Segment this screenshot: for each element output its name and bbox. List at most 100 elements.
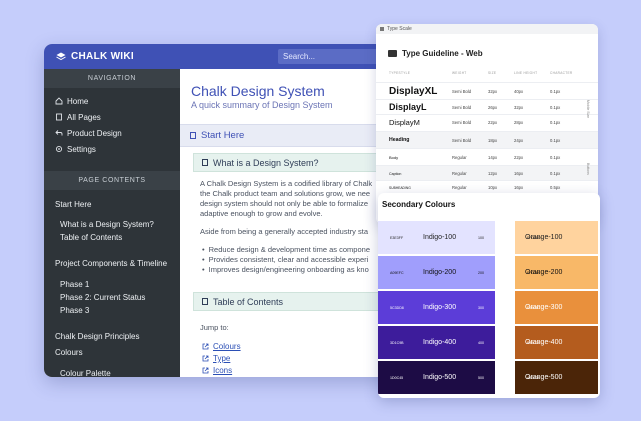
type-scale-tab[interactable]: Type Scale (376, 24, 598, 34)
type-style-name: DisplayXL (389, 85, 438, 97)
size-cell: 32px (488, 88, 498, 94)
type-style-name: DisplayL (389, 102, 427, 112)
nav-item-home[interactable]: Home (44, 93, 180, 109)
nav-item-label: Home (67, 96, 89, 106)
chalk-logo-icon (56, 52, 66, 60)
line-height-cell: 40px (514, 88, 524, 94)
bookmark-icon (190, 132, 196, 139)
swatch-name: Indigo-400 (423, 339, 457, 346)
card-title: What is a Design System? (213, 157, 319, 168)
type-scale-row: Heading Semi Bold 18px 24px 0.1px (376, 131, 598, 148)
line-height-cell: 16px (514, 171, 524, 176)
nav-item-all-pages[interactable]: All Pages (44, 109, 180, 125)
character-cell: 0.1px (550, 154, 561, 160)
swatch-hex: FFC88D (527, 235, 541, 240)
contents-item-colours[interactable]: Colours (55, 348, 83, 357)
section-start-here[interactable]: Start Here (180, 124, 434, 147)
contents-item-what-is[interactable]: What is a Design System? (60, 220, 154, 229)
swatch-hex: B45C1E (527, 340, 541, 345)
nav-item-label: All Pages (67, 112, 101, 122)
swatch-hex: 4B2508 (527, 375, 540, 380)
bullet-item: Reduce design & development time as comp… (202, 245, 370, 254)
contents-item-phase-2[interactable]: Phase 2: Current Status (60, 293, 146, 302)
swatch-name: Orange-200 (525, 269, 563, 276)
link-type[interactable]: Type (202, 354, 230, 363)
swatch-name: Orange-500 (525, 374, 563, 381)
contents-item-principles[interactable]: Chalk Design Principles (55, 332, 140, 341)
colour-swatch-indigo[interactable]: 5C3DD8 Indigo-300 300 (378, 291, 495, 324)
contents-item-toc[interactable]: Table of Contents (60, 233, 123, 242)
character-cell: 0.1px (550, 104, 561, 110)
swatch-name: Orange-400 (525, 339, 563, 346)
colour-swatch-indigo[interactable]: 1D0C45 Indigo-500 500 (378, 361, 495, 394)
bullet-item: Provides consistent, clear and accessibl… (202, 255, 369, 264)
weight-cell: Semi Bold (452, 120, 472, 125)
external-link-icon (202, 343, 209, 350)
main-content: Chalk Design System A quick summary of D… (180, 69, 434, 377)
type-scale-row: DisplayXL Semi Bold 32px 40px 0.1px (376, 82, 598, 99)
contents-item-phase-1[interactable]: Phase 1 (60, 280, 90, 289)
heading-text: Type Guideline - Web (402, 49, 483, 58)
contents-item-start-here[interactable]: Start Here (55, 200, 92, 209)
section-title: Start Here (201, 130, 245, 141)
swatch-value: 100 (478, 235, 484, 240)
size-cell: 26px (488, 104, 498, 110)
column-header: LINE HEIGHT (514, 71, 538, 75)
nav-item-settings[interactable]: Settings (44, 141, 180, 157)
pages-icon (56, 113, 62, 121)
line-height-cell: 22px (514, 154, 524, 160)
external-link-icon (202, 367, 209, 374)
weight-cell: Regular (452, 171, 467, 176)
type-style-name: Caption (389, 171, 402, 176)
link-icons[interactable]: Icons (202, 366, 232, 375)
navigation-heading: NAVIGATION (44, 69, 180, 88)
colour-swatch-orange[interactable]: E9903C Orange-300 (515, 291, 598, 324)
colour-swatch-indigo[interactable]: 3D1C9B Indigo-400 400 (378, 326, 495, 359)
column-header: CHARACTER (550, 71, 573, 75)
link-label[interactable]: Type (213, 354, 231, 363)
link-label[interactable]: Colours (213, 342, 241, 351)
line-height-cell: 32px (514, 104, 524, 110)
size-cell: 14px (488, 154, 498, 160)
monitor-icon (388, 50, 397, 57)
card-table-of-contents[interactable]: Table of Contents (193, 292, 434, 311)
colour-swatch-orange[interactable]: FFC88D Orange-100 (515, 221, 598, 254)
swatch-name: Indigo-100 (423, 234, 457, 241)
side-label: Mobile Size (586, 100, 590, 119)
paragraph-line: A Chalk Design System is a codified libr… (200, 179, 373, 188)
weight-cell: Regular (452, 185, 467, 190)
swatch-hex: 1D0C45 (390, 375, 404, 380)
link-colours[interactable]: Colours (202, 342, 241, 351)
swatch-value: 200 (478, 270, 484, 275)
colour-swatch-orange[interactable]: FFC369 Orange-200 (515, 256, 598, 289)
weight-cell: Semi Bold (452, 88, 472, 94)
wiki-window: CHALK WIKI Search... NAVIGATION Home All… (44, 44, 434, 377)
colour-swatch-orange[interactable]: B45C1E Orange-400 (515, 326, 598, 359)
contents-item-phase-3[interactable]: Phase 3 (60, 306, 90, 315)
colour-swatch-indigo[interactable]: A09EFC Indigo-200 200 (378, 256, 495, 289)
link-label[interactable]: Icons (213, 366, 233, 375)
swatch-hex: FFC369 (527, 270, 540, 275)
size-cell: 22px (488, 120, 498, 125)
nav-item-product-design[interactable]: Product Design (44, 125, 180, 141)
swatch-name: Orange-300 (525, 304, 563, 311)
contents-item-project-components[interactable]: Project Components & Timeline (55, 259, 168, 268)
app-title[interactable]: CHALK WIKI (71, 51, 134, 62)
character-cell: 0.5px (550, 185, 561, 190)
nav-item-label: Settings (67, 144, 96, 154)
weight-cell: Regular (452, 154, 467, 160)
colour-swatch-indigo[interactable]: E3E3FF Indigo-100 100 (378, 221, 495, 254)
colour-swatch-orange[interactable]: 4B2508 Orange-500 (515, 361, 598, 394)
swatch-name: Orange-100 (525, 234, 563, 241)
column-header: SIZE (488, 71, 497, 75)
column-header: WEIGHT (452, 71, 467, 75)
size-cell: 12px (488, 171, 498, 176)
swatch-hex: E9903C (527, 305, 540, 310)
side-label: Buttons (586, 163, 590, 175)
card-what-is-design-system[interactable]: What is a Design System? (193, 153, 434, 172)
swatch-hex: E3E3FF (390, 235, 404, 240)
contents-item-colour-palette[interactable]: Colour Palette (60, 369, 111, 377)
weight-cell: Semi Bold (452, 137, 472, 143)
home-icon (55, 97, 63, 105)
line-height-cell: 16px (514, 185, 524, 190)
